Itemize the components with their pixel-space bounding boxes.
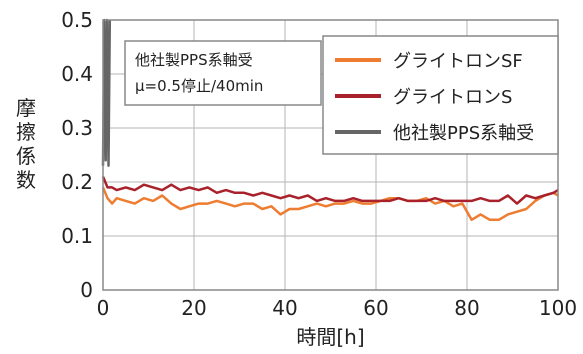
legend-label: 他社製PPS系軸受 bbox=[393, 123, 534, 144]
y-tick-label: 0.1 bbox=[61, 224, 93, 248]
x-tick-label: 0 bbox=[97, 296, 110, 320]
y-tick-label: 0.5 bbox=[61, 8, 93, 32]
series-line-1 bbox=[101, 186, 559, 222]
y-axis-label-char: 数 bbox=[16, 168, 36, 192]
series-layer bbox=[101, 18, 559, 222]
annotation-frame bbox=[124, 40, 322, 106]
x-tick-label: 60 bbox=[363, 296, 388, 320]
y-axis-label-char: 擦 bbox=[16, 120, 36, 144]
y-axis-label-char: 係 bbox=[16, 144, 36, 168]
y-axis-label-char: 摩 bbox=[16, 96, 36, 120]
x-axis-label: 時間[h] bbox=[296, 325, 364, 349]
legend-label: グライトロンS bbox=[393, 87, 512, 108]
series-line-2 bbox=[101, 176, 559, 205]
x-tick-label: 20 bbox=[181, 296, 206, 320]
y-axis-ticks: 0 0.1 0.2 0.3 0.4 0.5 bbox=[61, 8, 93, 302]
y-tick-label: 0 bbox=[80, 278, 93, 302]
legend: グライトロンSF グライトロンS 他社製PPS系軸受 bbox=[322, 35, 559, 155]
x-tick-label: 40 bbox=[272, 296, 297, 320]
x-tick-label: 100 bbox=[539, 296, 577, 320]
x-tick-label: 80 bbox=[454, 296, 479, 320]
series-line-3 bbox=[101, 18, 112, 168]
annotation-line: μ=0.5停止/40min bbox=[135, 77, 263, 95]
y-tick-label: 0.2 bbox=[61, 170, 93, 194]
x-axis-ticks: 0 20 40 60 80 100 bbox=[97, 296, 577, 320]
legend-label: グライトロンSF bbox=[393, 51, 523, 72]
y-tick-label: 0.4 bbox=[61, 62, 93, 86]
annotation-line: 他社製PPS系軸受 bbox=[135, 51, 253, 69]
y-tick-label: 0.3 bbox=[61, 116, 93, 140]
plot-frame bbox=[102, 19, 559, 291]
annotation-box: 他社製PPS系軸受 μ=0.5停止/40min bbox=[124, 40, 322, 106]
